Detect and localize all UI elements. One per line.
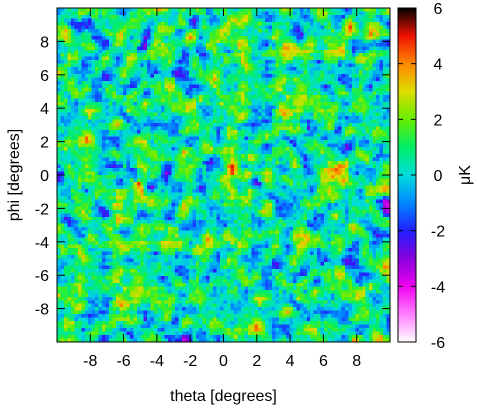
y-tick-label: -6 — [35, 268, 49, 285]
y-tick-label: 0 — [40, 168, 49, 185]
y-tick-label: 2 — [40, 135, 49, 152]
y-axis-ticks: -8 -6 -4 -2 0 2 4 6 8 — [35, 34, 390, 319]
x-tick-label: -4 — [150, 353, 164, 370]
x-tick-label: 6 — [319, 353, 328, 370]
colorbar-tick-label: 6 — [434, 1, 443, 18]
colorbar-tick-label: 2 — [434, 112, 443, 129]
colorbar-label: μK — [457, 165, 474, 185]
colorbar-tick-label: -2 — [431, 224, 445, 241]
colorbar-ticks: -6 -4 -2 0 2 4 6 — [398, 1, 445, 352]
colorbar-tick-label: -6 — [431, 335, 445, 352]
x-tick-label: -2 — [183, 353, 197, 370]
x-axis-ticks: -8 -6 -4 -2 0 2 4 6 8 — [83, 8, 361, 370]
x-tick-label: -8 — [83, 353, 97, 370]
y-tick-label: -8 — [35, 302, 49, 319]
colorbar-tick-label: 0 — [434, 168, 443, 185]
y-tick-label: -4 — [35, 235, 49, 252]
x-tick-label: -6 — [116, 353, 130, 370]
x-tick-label: 4 — [286, 353, 295, 370]
x-tick-label: 8 — [352, 353, 361, 370]
y-tick-label: 8 — [40, 34, 49, 51]
colorbar-tick-label: -4 — [431, 279, 445, 296]
heatmap-cells — [57, 8, 390, 342]
y-tick-label: 6 — [40, 68, 49, 85]
y-axis-label: phi [degrees] — [6, 129, 23, 222]
colorbar-tick-label: 4 — [434, 57, 443, 74]
y-tick-label: 4 — [40, 101, 49, 118]
x-tick-label: 0 — [219, 353, 228, 370]
x-tick-label: 2 — [252, 353, 261, 370]
y-tick-label: -2 — [35, 201, 49, 218]
x-axis-label: theta [degrees] — [170, 388, 277, 405]
heatmap-image — [57, 8, 390, 342]
